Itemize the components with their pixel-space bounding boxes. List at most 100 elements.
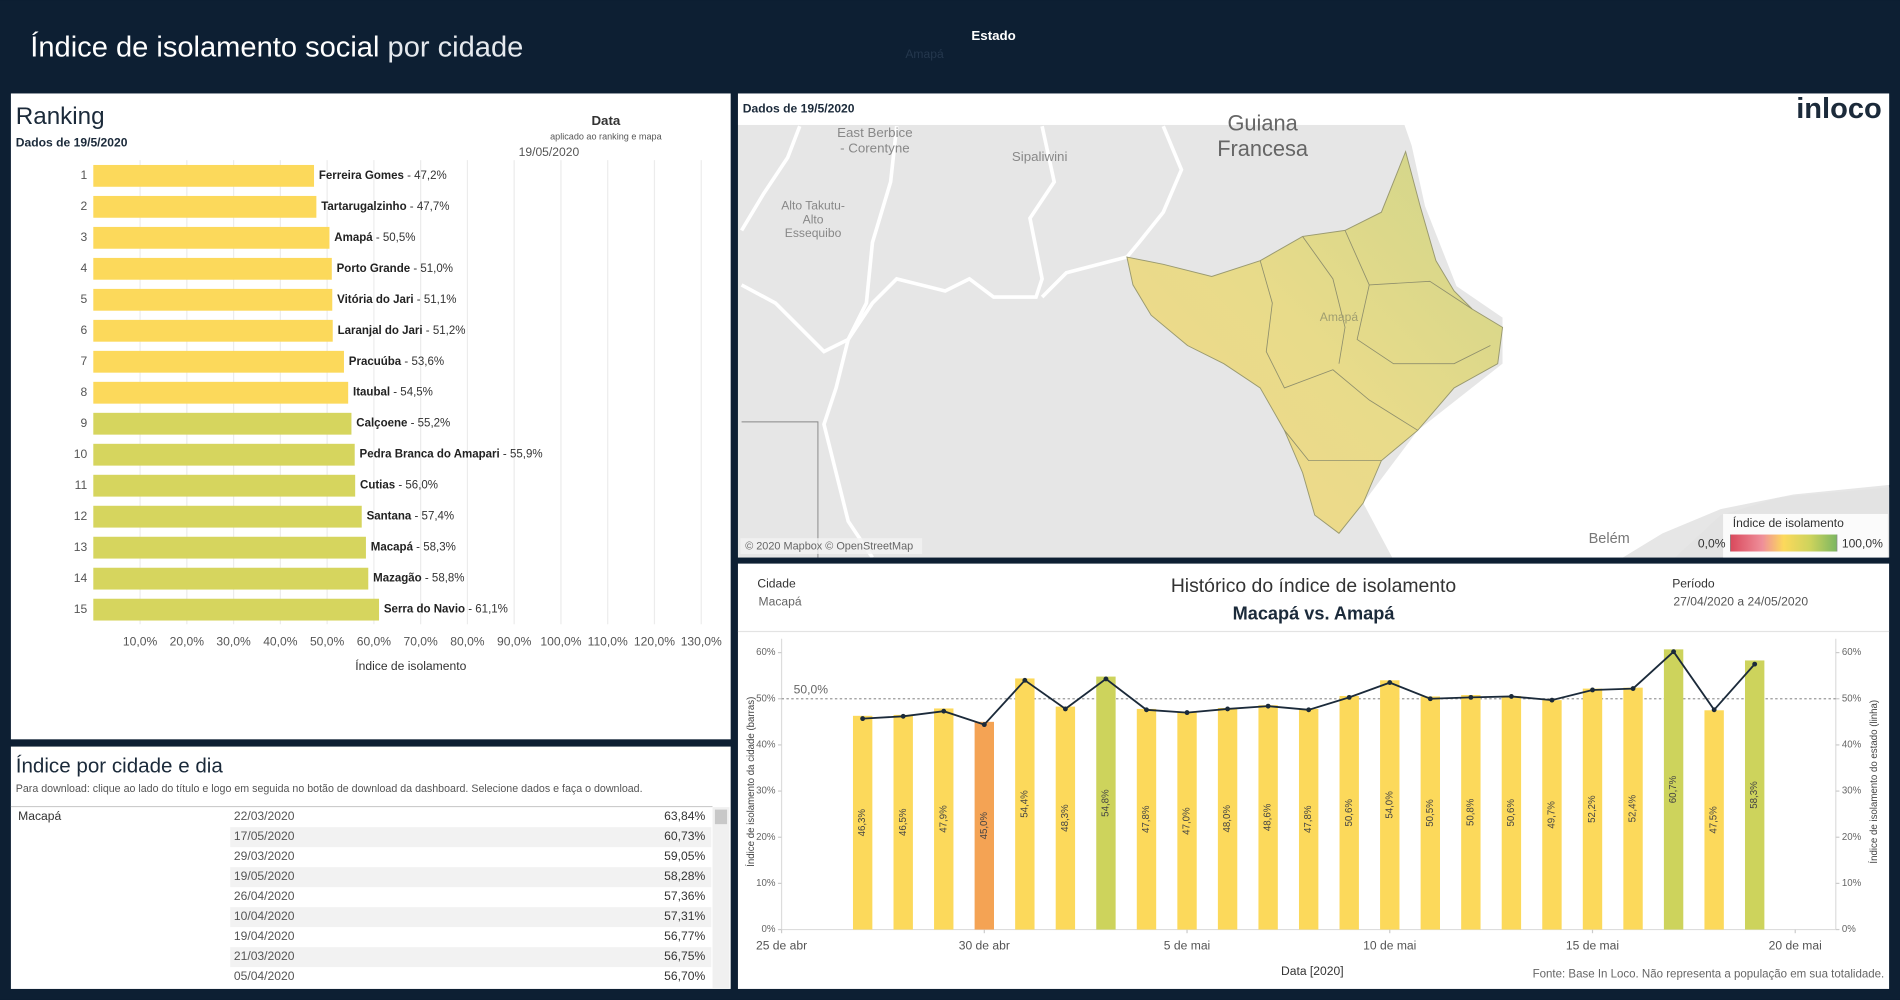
rank-number: 12	[74, 509, 88, 523]
bar-value-label: 54,0%	[1384, 791, 1395, 819]
bar	[93, 319, 333, 342]
y-tick-label: 50%	[756, 693, 776, 704]
bar	[1217, 707, 1238, 930]
y2-tick-label: 0%	[1842, 924, 1856, 935]
separator: -	[404, 170, 414, 182]
value-label: 54,5%	[400, 387, 433, 399]
place-label: Amapá	[1320, 310, 1359, 324]
value-label: 51,1%	[424, 294, 457, 306]
bar-value-label: 50,5%	[1425, 799, 1436, 827]
place-label: - Corentyne	[840, 140, 910, 155]
y2-tick-label: 10%	[1842, 878, 1862, 889]
cell-value: 58,28%	[664, 869, 705, 883]
municipal-border	[1356, 284, 1491, 365]
filter-label: Estado	[971, 28, 1015, 43]
cell-value: 57,31%	[664, 909, 705, 923]
period-filter-value[interactable]: 27/04/2020 a 24/05/2020	[1673, 595, 1808, 609]
bar	[93, 257, 332, 280]
value-label: 56,0%	[405, 480, 438, 492]
line-point	[1265, 703, 1271, 709]
municipal-border	[1284, 430, 1382, 462]
bar	[1744, 660, 1765, 930]
map-places: East Berbice- Corentyne Sipaliwini GuianaF…	[781, 111, 1838, 552]
map-attribution[interactable]: © 2020 Mapbox © OpenStreetMap	[745, 541, 913, 553]
x-tick-label: 80,0%	[450, 635, 485, 649]
place-label: Belém	[1589, 531, 1630, 547]
x-tick-label: 100,0%	[540, 635, 581, 649]
line-point	[900, 713, 906, 719]
city-name: Amapá	[334, 232, 373, 244]
value-label: 58,3%	[423, 542, 456, 554]
rank-number: 13	[74, 540, 88, 554]
cell-value: 60,73%	[664, 829, 705, 843]
place-label: Sipaliwini	[1012, 149, 1068, 164]
history-chart: 0% 10% 20% 30% 40% 50% 60% 0% 10% 20% 30% 40% 50% 60%…	[746, 638, 1880, 978]
bar-value-label: 60,7%	[1668, 775, 1679, 803]
bar-value-label: 48,6%	[1263, 803, 1274, 831]
cell-date: 17/05/2020	[234, 829, 295, 843]
bar-label: Itaubal - 54,5%	[353, 387, 433, 399]
separator: -	[465, 604, 475, 616]
bar	[93, 164, 315, 187]
x-axis-title: Índice de isolamento	[355, 658, 466, 673]
dashboard-title: Índice de isolamento social por cidade	[30, 30, 523, 63]
bar	[1623, 687, 1643, 930]
x-tick-label: 20,0%	[170, 635, 205, 649]
cell-date: 22/03/2020	[234, 809, 295, 823]
city-name: Cutias	[360, 480, 395, 492]
cell-date: 21/03/2020	[234, 949, 295, 963]
bar	[1704, 710, 1724, 930]
date-filter-note: aplicado ao ranking e mapa	[550, 131, 662, 141]
bar-value-label: 50,8%	[1465, 798, 1476, 826]
row-shade	[230, 907, 712, 928]
x-axis-title: Data [2020]	[1281, 964, 1344, 978]
date-filter-value[interactable]: 19/05/2020	[519, 145, 580, 159]
bar	[93, 288, 333, 311]
value-label: 57,4%	[422, 511, 455, 523]
city-name: Ferreira Gomes	[319, 170, 404, 182]
separator: -	[414, 294, 424, 306]
city-name: Pedra Branca do Amapari	[360, 449, 500, 461]
city-filter-value[interactable]: Macapá	[759, 595, 802, 609]
cell-date: 19/05/2020	[234, 869, 295, 883]
table-title: Índice por cidade e dia	[16, 755, 224, 778]
scrollbar[interactable]	[712, 807, 730, 989]
cell-value: 59,05%	[664, 849, 705, 863]
legend-max: 100,0%	[1842, 536, 1883, 550]
bar-value-label: 58,3%	[1749, 781, 1760, 809]
separator: -	[500, 449, 510, 461]
value-label: 61,1%	[475, 604, 508, 616]
y-tick-label: 20%	[756, 832, 776, 843]
ranking-title: Ranking	[16, 103, 105, 130]
bar	[1015, 678, 1035, 930]
separator: -	[423, 325, 433, 337]
separator: -	[373, 232, 383, 244]
cell-value: 56,70%	[664, 969, 705, 983]
separator: -	[407, 201, 417, 213]
line-point	[1549, 697, 1555, 703]
separator: -	[407, 418, 417, 430]
filter-value[interactable]: Amapá	[905, 47, 944, 61]
cell-value: 57,36%	[664, 889, 705, 903]
cell-date: 10/04/2020	[234, 909, 295, 923]
y-tick-label: 0%	[761, 924, 775, 935]
scrollbar-thumb[interactable]	[714, 809, 728, 825]
value-label: 47,7%	[417, 201, 450, 213]
city-name: Laranjal do Jari	[338, 325, 423, 337]
row-shade	[230, 947, 712, 968]
bar	[1542, 700, 1562, 930]
bar-label: Cutias - 56,0%	[360, 480, 438, 492]
cell-date: 29/03/2020	[234, 849, 295, 863]
bar	[93, 195, 317, 218]
rank-number: 7	[80, 354, 87, 368]
cell-date: 26/04/2020	[234, 889, 295, 903]
bar-value-label: 47,9%	[938, 805, 949, 833]
rank-number: 8	[80, 385, 87, 399]
bar	[1339, 695, 1359, 930]
value-label: 51,2%	[433, 325, 466, 337]
city-filter-label: Cidade	[757, 576, 796, 590]
y-tick-label: 30%	[756, 786, 776, 797]
rank-number: 10	[74, 447, 88, 461]
state-amapa[interactable]	[1126, 150, 1504, 534]
